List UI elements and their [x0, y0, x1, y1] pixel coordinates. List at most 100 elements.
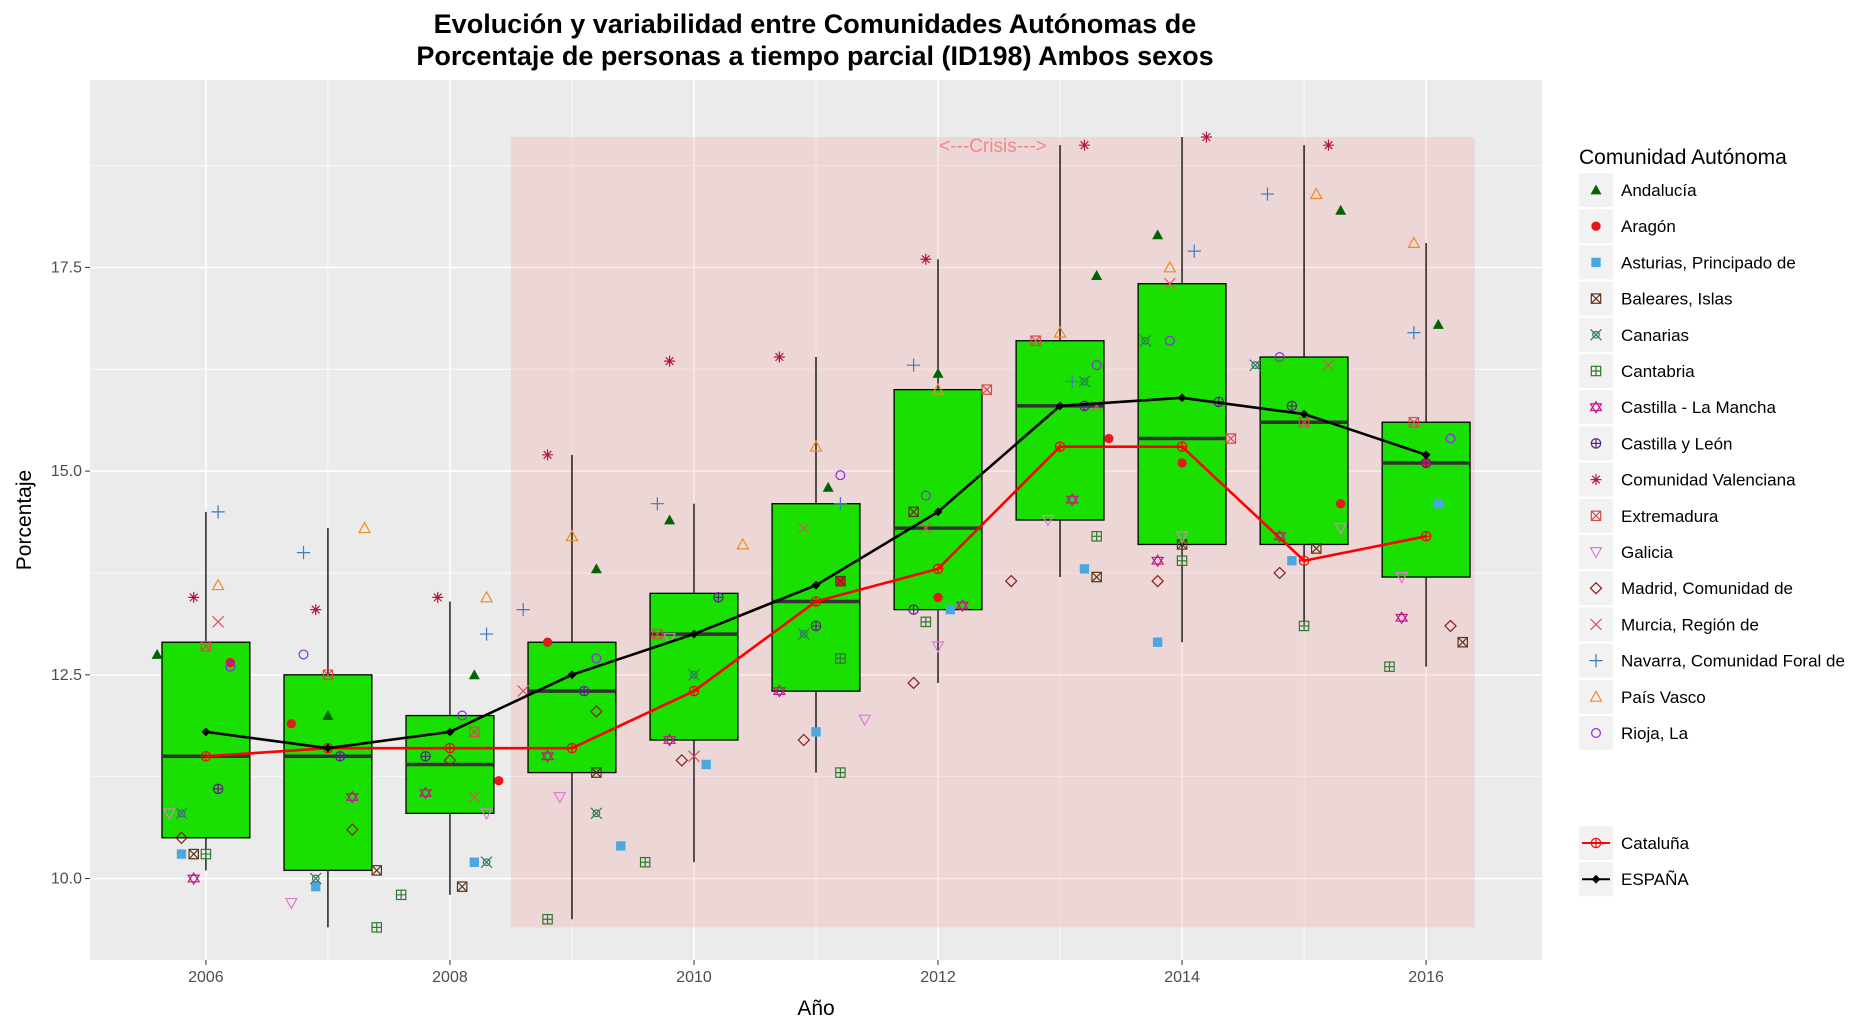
legend-item: Cantabria: [1579, 354, 1695, 388]
series-Navarra, Comunidad Foral de: [211, 187, 1421, 641]
data-point: [432, 591, 444, 603]
data-point: [542, 637, 553, 647]
data-point: [211, 578, 225, 591]
data-point: [578, 685, 590, 697]
data-point: [811, 727, 821, 737]
legend-label: Andalucía: [1621, 181, 1697, 200]
legend-marker: [1590, 293, 1602, 304]
data-point: [1432, 318, 1444, 329]
data-point: [920, 490, 931, 501]
line-point: [445, 727, 455, 737]
data-point: [773, 351, 785, 363]
data-point: [468, 791, 481, 803]
data-point: [456, 881, 468, 892]
data-point: [590, 807, 603, 820]
legend-marker: [1591, 874, 1601, 884]
data-point: [931, 641, 945, 654]
series-Castilla - La Mancha: [187, 492, 1409, 886]
data-point: [212, 783, 224, 795]
data-point: [1309, 187, 1323, 200]
data-point: [175, 807, 188, 820]
line-point: [323, 743, 333, 753]
data-point: [200, 641, 212, 652]
data-point: [858, 714, 872, 727]
legend-label: Extremadura: [1621, 507, 1719, 526]
series-Rioja, La: [225, 335, 1456, 721]
data-point: [908, 604, 919, 615]
y-tick-label: 10.0: [51, 871, 82, 888]
data-point: [1091, 360, 1102, 371]
legend-marker: [1591, 257, 1601, 268]
data-point: [310, 604, 322, 616]
legend-marker: [1590, 510, 1602, 522]
data-point: [565, 529, 579, 542]
legend-marker: [1590, 184, 1602, 195]
data-point: [322, 669, 334, 681]
series-Comunidad Valenciana: [188, 131, 1334, 616]
data-point: [162, 808, 176, 821]
y-tick-label: 17.5: [51, 259, 82, 276]
data-point: [298, 649, 309, 660]
line-point: [932, 563, 944, 575]
data-point: [1335, 204, 1347, 215]
data-point: [835, 767, 846, 778]
legend-key: [1579, 535, 1613, 569]
crisis-label: <---Crisis--->: [939, 136, 1047, 157]
data-point: [1030, 335, 1041, 347]
data-point: [1395, 572, 1409, 584]
data-point: [833, 497, 848, 511]
data-point: [309, 872, 322, 885]
box-2015: [1259, 145, 1349, 626]
box-body: [1015, 340, 1105, 521]
data-point: [1078, 375, 1091, 388]
legend-item: Baleares, Islas: [1579, 281, 1733, 316]
data-point: [663, 633, 677, 645]
data-point: [284, 897, 298, 910]
data-point: [920, 253, 932, 265]
line-point: [1177, 393, 1187, 403]
box-2006: [161, 511, 251, 871]
legend-key: [1579, 571, 1613, 606]
data-point: [1065, 492, 1079, 507]
data-point: [835, 653, 846, 664]
data-point: [907, 358, 921, 372]
line-point: [566, 742, 578, 754]
data-point: [371, 865, 383, 876]
legend-item: Andalucía: [1579, 173, 1697, 207]
legend-item: Murcia, Región de: [1579, 607, 1759, 642]
data-point: [945, 604, 955, 615]
line-point: [444, 742, 456, 754]
series-Baleares, Islas: [188, 506, 1468, 892]
legend: Andalucía Aragón Asturias, Principado de Ba…: [1579, 173, 1845, 897]
box-2016: [1381, 242, 1471, 667]
data-point: [591, 653, 602, 664]
data-point: [1175, 531, 1189, 544]
chart-title-line-2: Porcentaje de personas a tiempo parcial …: [416, 41, 1213, 71]
legend-label: Canarias: [1621, 326, 1689, 345]
legend-marker: [1589, 690, 1603, 702]
data-point: [713, 592, 724, 603]
data-point: [1104, 433, 1114, 444]
legend-label: Cataluña: [1621, 834, 1690, 853]
data-point: [1078, 139, 1090, 151]
data-point: [688, 750, 700, 763]
legend-marker: [1590, 837, 1602, 849]
data-point: [395, 889, 407, 901]
data-point: [322, 710, 334, 720]
series-Andalucía: [151, 204, 1444, 720]
legend-key: [1579, 679, 1613, 714]
data-point: [907, 676, 920, 690]
data-point: [1287, 556, 1297, 566]
legend-item: País Vasco: [1579, 679, 1706, 714]
data-point: [1457, 636, 1468, 648]
data-point: [1065, 374, 1079, 389]
data-point: [981, 384, 993, 395]
data-point: [225, 661, 236, 672]
data-point: [345, 823, 359, 836]
data-point: [1260, 187, 1275, 201]
data-point: [1298, 620, 1310, 632]
legend-label: Baleares, Islas: [1621, 290, 1733, 309]
data-point: [457, 710, 468, 721]
data-point: [480, 808, 494, 821]
data-point: [540, 749, 555, 763]
